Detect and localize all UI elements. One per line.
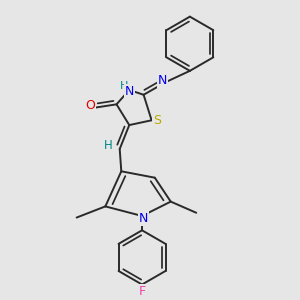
- Text: H: H: [104, 139, 113, 152]
- Text: N: N: [158, 74, 167, 87]
- Text: O: O: [85, 99, 95, 112]
- Text: N: N: [139, 212, 148, 225]
- Text: F: F: [139, 285, 145, 298]
- Text: N: N: [124, 85, 134, 98]
- Text: S: S: [153, 114, 161, 127]
- Text: H: H: [120, 81, 129, 91]
